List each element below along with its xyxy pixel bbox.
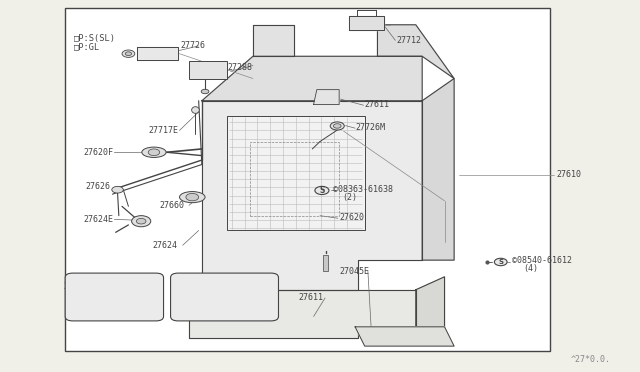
Ellipse shape [179, 192, 205, 203]
Text: 27660: 27660 [159, 201, 184, 210]
Text: 27717E: 27717E [149, 126, 179, 135]
Text: ©08540-61612: ©08540-61612 [511, 256, 572, 264]
Text: 27611: 27611 [298, 294, 323, 302]
Bar [189, 61, 227, 78]
Text: 27620: 27620 [339, 213, 364, 222]
FancyBboxPatch shape [65, 273, 164, 321]
Polygon shape [422, 78, 454, 260]
Polygon shape [349, 16, 384, 31]
Text: 27611: 27611 [365, 100, 390, 109]
Polygon shape [253, 25, 294, 56]
Ellipse shape [112, 186, 124, 193]
Ellipse shape [132, 216, 151, 227]
Polygon shape [355, 327, 454, 346]
Polygon shape [202, 56, 422, 101]
Ellipse shape [201, 89, 209, 94]
Ellipse shape [315, 186, 329, 195]
Ellipse shape [494, 258, 507, 266]
Ellipse shape [191, 107, 199, 113]
FancyBboxPatch shape [171, 273, 278, 321]
Text: (4): (4) [523, 264, 538, 273]
Text: 27045E: 27045E [339, 267, 369, 276]
Text: ©08363-61638: ©08363-61638 [333, 185, 393, 194]
Ellipse shape [333, 124, 341, 128]
Text: (2): (2) [342, 193, 357, 202]
Text: 27610G: 27610G [63, 282, 93, 291]
Text: □P:GL: □P:GL [74, 42, 100, 51]
Text: 27624: 27624 [153, 241, 178, 250]
Polygon shape [416, 277, 445, 327]
Bar [227, 116, 365, 231]
Ellipse shape [125, 52, 132, 55]
Text: □P:S(SL): □P:S(SL) [74, 34, 116, 43]
Polygon shape [202, 101, 422, 290]
Polygon shape [189, 290, 416, 338]
Text: 27624E: 27624E [84, 215, 114, 224]
Text: 27726: 27726 [180, 41, 206, 51]
Ellipse shape [142, 147, 166, 157]
Ellipse shape [330, 122, 344, 130]
Ellipse shape [136, 218, 146, 224]
Text: S: S [319, 186, 324, 195]
Polygon shape [137, 47, 178, 60]
Text: 27288: 27288 [227, 63, 252, 72]
Text: 27620F: 27620F [84, 148, 114, 157]
Text: S: S [498, 259, 503, 265]
Polygon shape [314, 90, 339, 105]
Bar [323, 254, 328, 271]
Bar [65, 8, 550, 351]
Text: ^27*0.0.: ^27*0.0. [571, 355, 611, 364]
Text: 27726M: 27726M [356, 123, 386, 132]
Ellipse shape [186, 193, 198, 201]
Text: 27712: 27712 [397, 36, 422, 45]
Polygon shape [378, 25, 454, 78]
Ellipse shape [148, 149, 160, 155]
Text: 27610: 27610 [556, 170, 581, 179]
Bar [250, 141, 339, 216]
Text: 27626: 27626 [86, 182, 111, 191]
Ellipse shape [122, 50, 135, 57]
